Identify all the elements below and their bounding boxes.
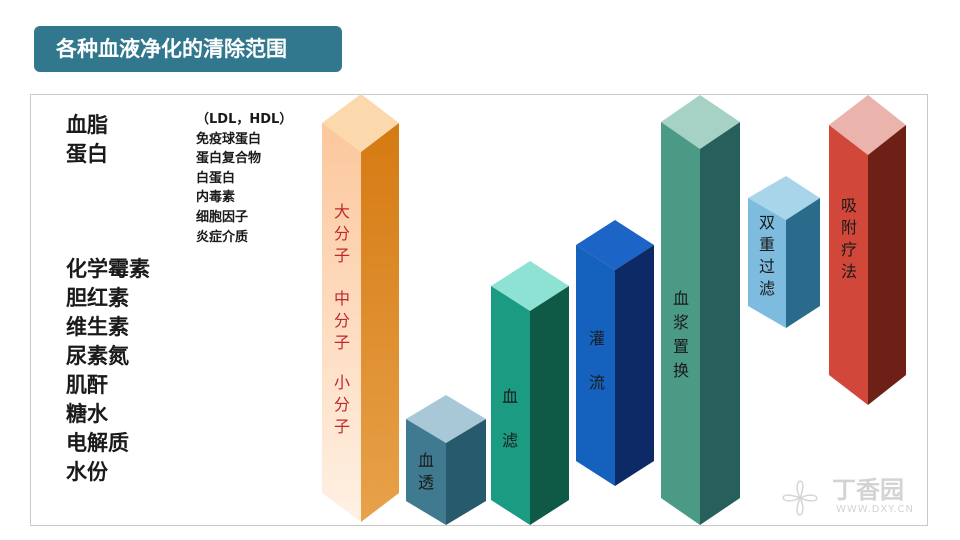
molecule-char: 小 [333, 373, 350, 392]
column-label-char: 疗 [840, 240, 857, 259]
char: 中分子 [330, 288, 354, 354]
molecule-char: 分 [333, 311, 350, 330]
column-perfusion [576, 220, 654, 486]
column-molecule-size [322, 94, 399, 522]
column-label-char: 重 [758, 235, 775, 254]
label-item: 蛋白 [66, 142, 108, 166]
flower-logo-icon [782, 480, 818, 516]
column-label-double-filtration: 双重过滤 [755, 212, 779, 300]
small-label-item: 免疫球蛋白 [196, 131, 262, 147]
column-label-hemofiltration: 血滤 [498, 375, 522, 463]
column-double-filtration [748, 176, 820, 328]
column-label-char: 滤 [501, 431, 518, 450]
label-group-small-molecules: 化学霉素 胆红素 维生素 尿素氮 肌酐 糖水 电解质 水份 [66, 255, 150, 487]
small-label-item: 蛋白复合物 [196, 151, 262, 167]
column-label-char: 滤 [758, 279, 775, 298]
column-label-char: 血 [417, 451, 434, 470]
molecule-label-medium: 中分子 [330, 288, 354, 354]
molecule-char: 分 [333, 224, 350, 243]
column-label-char: 血 [672, 289, 689, 308]
column-label-adsorption: 吸附疗法 [837, 195, 861, 283]
label-item: 电解质 [66, 431, 129, 455]
label-item: 化学霉素 [66, 257, 150, 281]
char: 大分子 [330, 201, 354, 267]
molecule-char: 子 [333, 417, 350, 436]
molecule-label-small: 小分子 [330, 372, 354, 438]
diagram-frame [30, 94, 928, 526]
molecule-char: 中 [333, 289, 350, 308]
column-label-char: 灌 [588, 329, 605, 348]
molecule-char: 分 [333, 395, 350, 414]
small-label-item: （LDL，HDL） [196, 112, 293, 127]
column-label-char: 附 [840, 218, 857, 237]
column-label-plasma-exchange: 血浆置换 [669, 287, 693, 383]
label-group-middle-molecules: （LDL，HDL） 免疫球蛋白 蛋白复合物 白蛋白 内毒素 细胞因子 炎症介质 [196, 110, 292, 247]
column-label-hemodialysis: 血透 [414, 450, 438, 494]
label-item: 维生素 [66, 315, 129, 339]
molecule-char: 子 [333, 333, 350, 352]
watermark-url: WWW.DXY.CN [836, 504, 914, 515]
label-item: 肌酐 [66, 373, 108, 397]
label-item: 血脂 [66, 113, 108, 137]
label-item: 糖水 [66, 402, 108, 426]
watermark: 丁香园 WWW.DXY.CN [770, 468, 950, 528]
column-label-char: 流 [588, 373, 605, 392]
small-label-item: 炎症介质 [196, 229, 249, 245]
column-label-char: 过 [758, 257, 775, 276]
label-group-lipid-protein: 血脂 蛋白 [66, 111, 108, 169]
column-label-char: 吸 [840, 196, 857, 215]
small-label-item: 细胞因子 [196, 209, 249, 225]
molecule-label-large: 大分子 [330, 201, 354, 267]
column-hemodialysis [406, 395, 486, 525]
column-label-char: 透 [417, 473, 434, 492]
column-label-perfusion: 灌流 [585, 317, 609, 405]
column-label-char: 换 [672, 361, 689, 380]
label-item: 胆红素 [66, 286, 129, 310]
molecule-char: 大 [333, 202, 350, 221]
small-label-item: 白蛋白 [196, 170, 236, 186]
column-label-char: 置 [672, 337, 689, 356]
small-label-item: 内毒素 [196, 190, 236, 206]
column-adsorption [829, 95, 906, 405]
column-hemofiltration [491, 261, 569, 525]
label-item: 尿素氮 [66, 344, 129, 368]
column-label-char: 血 [501, 387, 518, 406]
column-plasma-exchange [661, 95, 740, 525]
column-label-char: 法 [840, 262, 857, 281]
char: 小分子 [330, 372, 354, 438]
molecule-char: 子 [333, 246, 350, 265]
column-label-char: 浆 [672, 313, 689, 332]
watermark-brand: 丁香园 [832, 476, 904, 504]
page-title: 各种血液净化的清除范围 [34, 26, 342, 72]
column-label-char: 双 [758, 213, 775, 232]
label-item: 水份 [66, 460, 108, 484]
